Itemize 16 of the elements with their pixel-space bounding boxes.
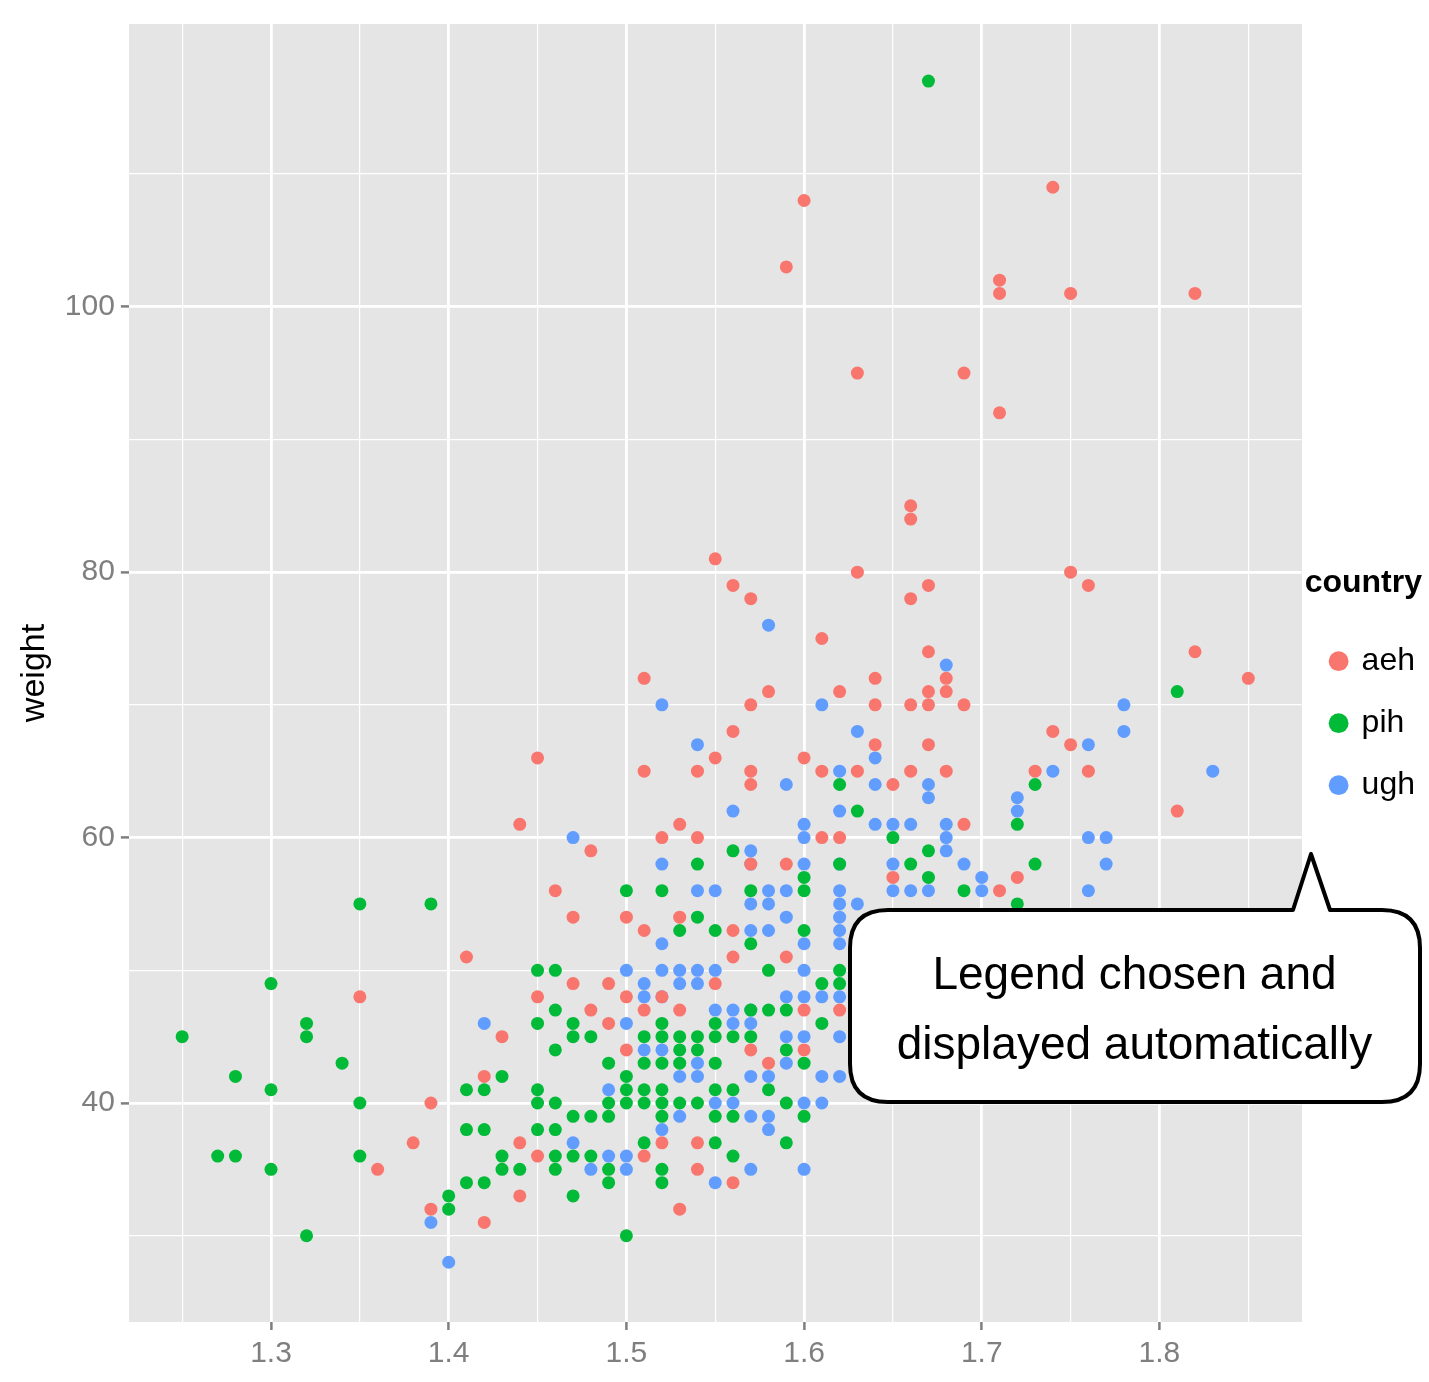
y-tick-label: 100 [64, 287, 115, 321]
annotation: Legend chosen and displayed automatically [895, 945, 1374, 1071]
y-tick-label: 60 [81, 818, 115, 852]
y-axis-title: weight [12, 623, 51, 724]
x-tick-label: 1.3 [250, 1335, 292, 1369]
y-tick-label: 80 [81, 553, 115, 587]
legend-label: pih [1361, 703, 1405, 740]
y-tick-label: 40 [81, 1084, 115, 1118]
legend-title: country [1304, 562, 1423, 599]
legend-label: ugh [1361, 765, 1415, 802]
x-tick-label: 1.6 [783, 1335, 825, 1369]
x-tick-label: 1.5 [605, 1335, 648, 1369]
x-tick-label: 1.7 [960, 1335, 1003, 1369]
legend-label: aeh [1361, 641, 1415, 678]
x-tick-label: 1.8 [1138, 1335, 1181, 1369]
x-tick-label: 1.4 [427, 1335, 470, 1369]
